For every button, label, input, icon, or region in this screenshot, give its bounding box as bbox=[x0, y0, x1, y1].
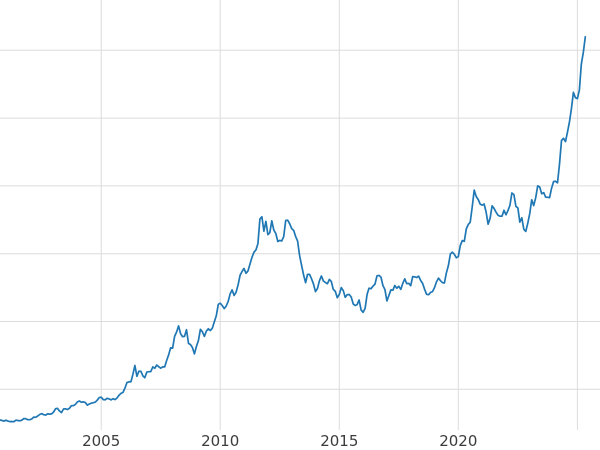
series-layer bbox=[0, 35, 587, 423]
x-axis: 2005 2010 2015 2020 bbox=[82, 432, 477, 450]
x-tick-label: 2010 bbox=[201, 432, 239, 450]
price-line bbox=[0, 35, 587, 423]
x-tick-label: 2005 bbox=[82, 432, 120, 450]
x-tick-label: 2015 bbox=[320, 432, 358, 450]
grid-layer bbox=[0, 0, 600, 430]
x-tick-label: 2020 bbox=[439, 432, 477, 450]
